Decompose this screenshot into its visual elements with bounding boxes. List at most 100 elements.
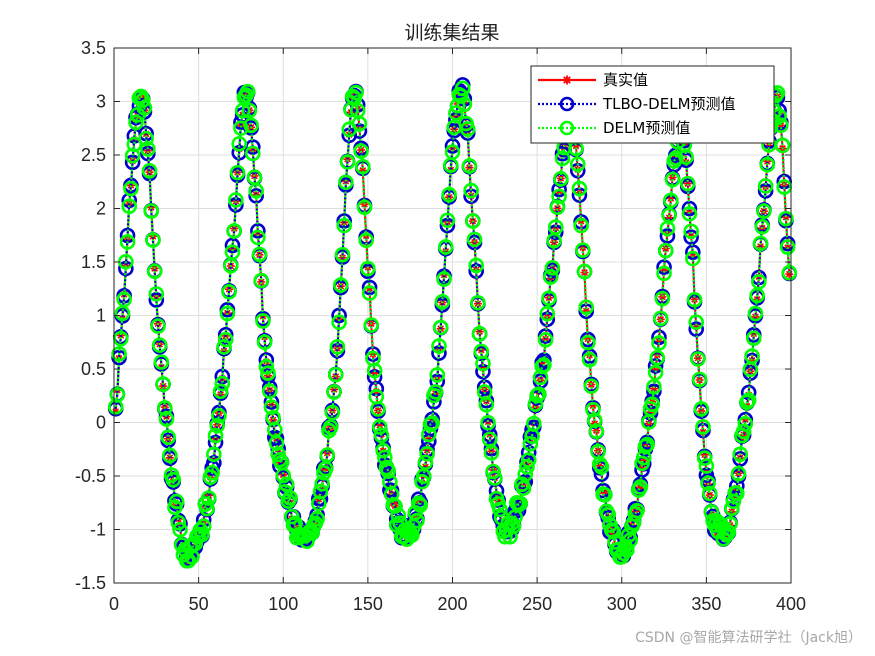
tlbo-delm-point — [683, 229, 699, 245]
delm-point — [229, 164, 246, 181]
delm-point — [551, 188, 567, 205]
delm-point — [683, 223, 699, 240]
x-tick-label: 100 — [268, 594, 298, 614]
delm-point — [361, 285, 378, 301]
x-tick-label: 300 — [607, 594, 637, 614]
delm-point — [371, 419, 388, 435]
x-tick-label: 350 — [691, 594, 721, 614]
delm-point — [348, 84, 364, 101]
delm-point — [745, 330, 762, 347]
delm-point — [519, 459, 535, 475]
tlbo-delm-point — [268, 430, 285, 447]
delm-point — [756, 203, 772, 219]
y-tick-label: 3 — [96, 92, 106, 112]
delm-point — [268, 435, 285, 451]
delm-point — [774, 137, 791, 154]
delm-point — [459, 121, 476, 137]
delm-point — [326, 384, 342, 400]
y-tick-label: 0.5 — [81, 359, 106, 379]
delm-point — [693, 401, 710, 417]
delm-point — [390, 507, 407, 524]
delm-point — [478, 396, 495, 413]
delm-point — [439, 212, 456, 229]
delm-point — [312, 483, 329, 500]
delm-point — [111, 346, 127, 362]
delm-point — [146, 263, 163, 280]
delm-point — [720, 524, 737, 540]
delm-point — [656, 265, 672, 282]
delm-point — [199, 500, 215, 517]
delm-point — [668, 150, 684, 166]
delm-point — [688, 314, 705, 330]
delm-point — [542, 269, 559, 285]
delm-point — [256, 334, 273, 351]
delm-point — [116, 291, 132, 308]
series-delm-markers — [107, 80, 798, 569]
delm-point — [520, 452, 537, 468]
legend-entry: DELM预测值 — [538, 119, 690, 137]
x-tick-label: 400 — [776, 594, 806, 614]
delm-point — [158, 411, 175, 427]
delm-point — [338, 174, 354, 191]
legend-entry: 真实值 — [538, 71, 648, 89]
delm-point — [541, 290, 557, 306]
delm-point — [145, 232, 161, 248]
tlbo-delm-point — [124, 154, 141, 171]
delm-point — [525, 415, 542, 432]
tlbo-delm-point — [148, 292, 165, 308]
delm-point — [194, 526, 210, 543]
delm-point — [663, 192, 679, 209]
delm-point — [121, 198, 138, 214]
delm-point — [258, 359, 275, 375]
delm-point — [549, 199, 566, 216]
delm-point — [424, 415, 440, 431]
delm-point — [410, 495, 427, 512]
delm-point — [260, 365, 276, 381]
delm-point — [380, 463, 396, 479]
delm-point — [585, 401, 601, 418]
delm-point — [170, 514, 187, 531]
delm-point — [512, 495, 529, 512]
delm-point — [466, 231, 483, 248]
delm-point — [664, 171, 681, 188]
delm-point — [207, 427, 224, 444]
delm-point — [778, 210, 794, 227]
delm-point — [434, 293, 451, 310]
delm-point — [619, 542, 635, 558]
x-tick-label: 200 — [437, 594, 467, 614]
delm-point — [322, 419, 339, 435]
delm-point — [781, 264, 798, 281]
delm-point — [248, 183, 264, 199]
legend-label: DELM预测值 — [603, 119, 690, 137]
delm-point — [492, 501, 508, 518]
delm-point — [695, 419, 711, 435]
delm-point — [212, 383, 229, 400]
delm-point — [363, 317, 380, 333]
delm-point — [329, 339, 346, 355]
delm-point — [686, 291, 703, 308]
delm-point — [751, 273, 767, 290]
delm-point — [779, 239, 796, 255]
delm-point — [475, 355, 491, 372]
delm-point — [141, 163, 158, 179]
delm-point — [639, 436, 655, 453]
delm-point — [366, 362, 383, 379]
delm-point — [629, 502, 645, 519]
delm-point — [597, 487, 613, 503]
delm-point — [536, 357, 552, 373]
delm-point — [701, 485, 718, 502]
x-tick-label: 50 — [189, 594, 209, 614]
delm-point — [637, 438, 654, 455]
tlbo-delm-point — [426, 394, 442, 410]
delm-point — [740, 392, 757, 408]
delm-point — [691, 371, 708, 388]
delm-point — [651, 335, 667, 351]
delm-point — [487, 470, 503, 486]
tlbo-delm-point — [361, 279, 378, 296]
delm-point — [696, 450, 713, 466]
delm-point — [657, 242, 674, 259]
delm-point — [453, 88, 469, 104]
delm-point — [353, 143, 369, 159]
delm-point — [263, 399, 280, 415]
x-tick-label: 150 — [353, 594, 383, 614]
